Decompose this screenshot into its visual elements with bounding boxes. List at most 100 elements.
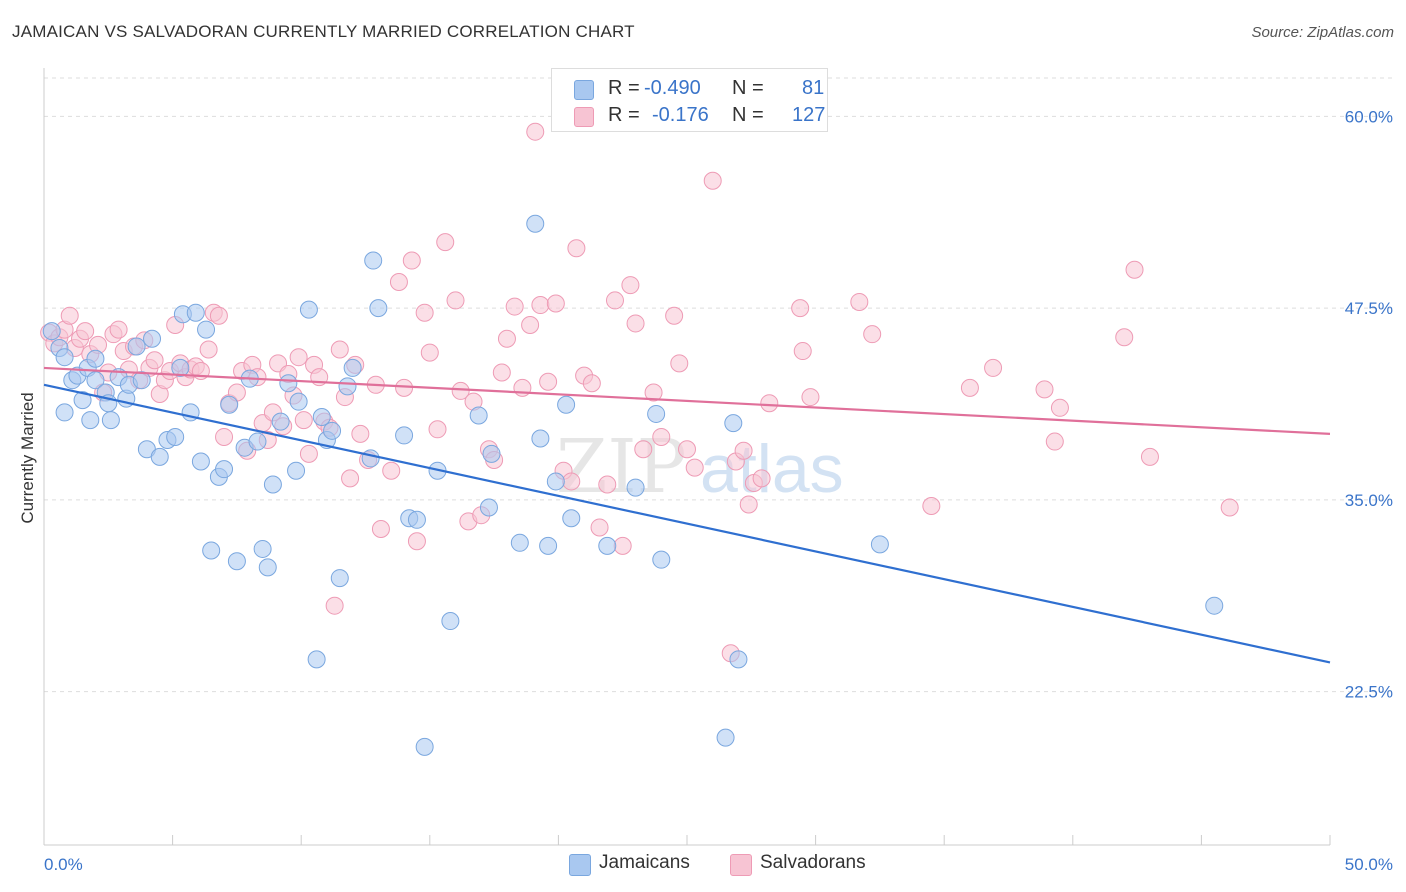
salvadoran-point (505, 297, 524, 316)
jamaican-point (557, 395, 576, 414)
salvadoran-point (1050, 398, 1069, 417)
salvadoran-point (109, 320, 128, 339)
salvadoran-point (209, 306, 228, 325)
jamaican-point (287, 461, 306, 480)
salvadoran-point (289, 348, 308, 367)
jamaican-point (81, 411, 100, 430)
salvadoran-point (1035, 380, 1054, 399)
jamaican-point (143, 329, 162, 348)
jamaican-point (171, 358, 190, 377)
salvadoran-point (492, 363, 511, 382)
salvadoran-point (634, 440, 653, 459)
salvadoran-point (1125, 260, 1144, 279)
salvadoran-point (850, 292, 869, 311)
salvadoran-point (497, 329, 516, 348)
jamaican-point (132, 371, 151, 390)
jamaican-point (407, 510, 426, 529)
jamaican-point (227, 552, 246, 571)
jamaican-point (539, 536, 558, 555)
jamaican-point (312, 408, 331, 427)
salvadoran-point (582, 374, 601, 393)
jamaican-point (73, 391, 92, 410)
salvadoran-point (395, 378, 414, 397)
jamaican-point (441, 612, 460, 631)
salvadoran-point (863, 325, 882, 344)
legend-r-value: -0.176 (652, 104, 709, 126)
salvadoran-point (351, 424, 370, 443)
salvadoran-point (590, 518, 609, 537)
jamaican-point (127, 337, 146, 356)
jamaican-point (186, 303, 205, 322)
jamaican-point (289, 392, 308, 411)
chart-title: JAMAICAN VS SALVADORAN CURRENTLY MARRIED… (12, 22, 635, 41)
salvadoran-point (739, 495, 758, 514)
salvadoran-point (428, 420, 447, 439)
salvadoran-point (801, 388, 820, 407)
jamaican-point (369, 299, 388, 318)
salvadoran-point (665, 306, 684, 325)
salvadoran-point (76, 322, 95, 341)
salvadoran-point (605, 291, 624, 310)
jamaican-point (166, 427, 185, 446)
jamaican-point (361, 449, 380, 468)
salvadoran-point (325, 596, 344, 615)
salvadoran-point (621, 276, 640, 295)
jamaican-point (482, 444, 501, 463)
jamaican-point (652, 550, 671, 569)
salvadoran-point (793, 342, 812, 361)
legend-swatch-salvadorans (574, 107, 594, 127)
legend-r-label: R = (608, 104, 640, 126)
jamaican-point (510, 533, 529, 552)
y-tick-label: 35.0% (1345, 491, 1393, 510)
bottom-legend-swatch-jamaicans (569, 854, 591, 876)
jamaican-point (279, 374, 298, 393)
jamaican-point (415, 737, 434, 756)
jamaican-point (395, 426, 414, 445)
salvadoran-point (215, 427, 234, 446)
tick-labels: 22.5% 35.0% 47.5% 60.0% 0.0% 50.0% (44, 107, 1393, 874)
salvadoran-point (389, 273, 408, 292)
jamaican-point (101, 411, 120, 430)
legend-n-value: 81 (802, 77, 825, 99)
jamaican-point (215, 460, 234, 479)
salvadoran-point (652, 427, 671, 446)
source-label: Source: ZipAtlas.com (1251, 24, 1394, 41)
bottom-legend-swatch-salvadorans (730, 854, 752, 876)
salvadoran-point (371, 519, 390, 538)
jamaican-point (86, 349, 105, 368)
jamaican-point (546, 472, 565, 491)
salvadoran-point (678, 440, 696, 459)
x-tick-label-max: 50.0% (1345, 855, 1393, 874)
jamaican-point (364, 251, 383, 270)
salvadoran-point (341, 469, 360, 488)
salvadoran-point (562, 472, 581, 491)
jamaican-point (220, 395, 239, 414)
salvadoran-point (752, 469, 771, 488)
jamaicans-points (42, 214, 1224, 756)
jamaican-point (626, 478, 645, 497)
jamaican-point (307, 650, 326, 669)
jamaican-point (479, 498, 498, 517)
bottom-legend-label-jamaicans: Jamaicans (599, 852, 690, 873)
jamaicans-trend-line (43, 383, 1331, 664)
y-tick-label: 60.0% (1345, 107, 1393, 126)
jamaican-point (531, 429, 550, 448)
salvadoran-point (420, 343, 439, 362)
legend-swatch-jamaicans (574, 80, 594, 100)
x-tick-label-min: 0.0% (44, 855, 83, 874)
jamaican-point (55, 403, 74, 422)
jamaican-point (647, 404, 666, 423)
jamaican-point (299, 300, 318, 319)
salvadoran-point (330, 340, 349, 359)
salvadoran-point (415, 303, 434, 322)
watermark: ZIP atlas (556, 424, 844, 510)
salvadoran-point (760, 394, 779, 413)
jamaican-point (150, 447, 169, 466)
trend-lines (43, 366, 1331, 664)
salvadoran-point (626, 314, 645, 333)
legend-n-value: 127 (792, 104, 826, 126)
jamaican-point (1205, 596, 1224, 615)
legend-r-value: -0.490 (644, 77, 701, 99)
jamaican-point (562, 509, 581, 528)
salvadoran-point (1045, 432, 1064, 451)
